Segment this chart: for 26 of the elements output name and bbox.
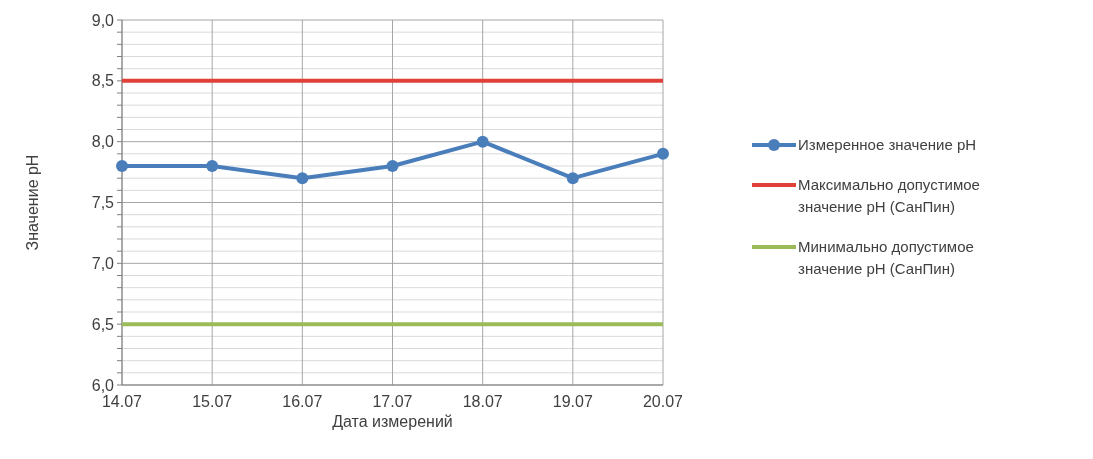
point [566, 172, 579, 185]
y-tick-label: 7,0 [91, 254, 115, 272]
x-tick-label: 14.07 [101, 393, 143, 410]
y-tick-label: 6,5 [91, 315, 115, 333]
legend-label: Измеренное значение pH [798, 136, 977, 154]
point [116, 160, 128, 172]
legend-label: Минимально допустимое значение pH (СанПин) [798, 238, 974, 278]
x-tick-label: 20.07 [642, 393, 684, 410]
x-tick-label: 18.07 [462, 393, 503, 410]
point [476, 135, 489, 148]
point [657, 147, 669, 160]
legend-label: Максимально допустимое значение pH (СанПин) [798, 176, 980, 216]
y-axis-title: Значение pH [24, 154, 41, 251]
x-tick-label: 16.07 [282, 393, 323, 410]
x-tick-label: 15.07 [192, 393, 233, 410]
x-tick-label: 19.07 [552, 393, 593, 410]
y-tick-label: 8,0 [91, 133, 115, 151]
point [386, 160, 399, 172]
y-tick-label: 6,0 [91, 376, 115, 394]
y-tick-label: 9,0 [91, 11, 115, 29]
y-tick-label: 8,5 [91, 72, 115, 90]
x-tick-label: 17.07 [372, 393, 413, 410]
x-axis-title: Дата измерений [332, 413, 453, 430]
point [206, 160, 219, 172]
y-tick-label: 7,5 [91, 194, 115, 212]
point [296, 172, 309, 185]
